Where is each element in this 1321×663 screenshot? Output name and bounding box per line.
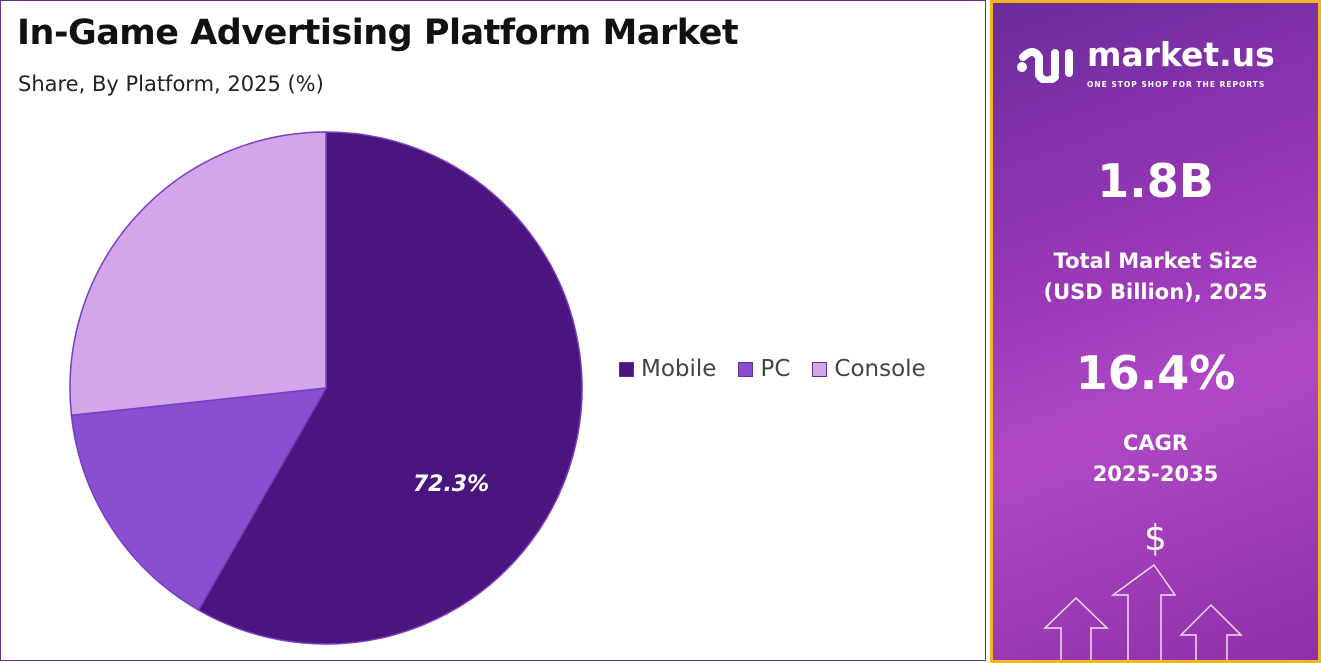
legend-item-mobile: Mobile	[619, 356, 716, 382]
brand-tagline: ONE STOP SHOP FOR THE REPORTS	[1087, 80, 1266, 89]
market-size-label-line2: (USD Billion), 2025	[1043, 280, 1268, 304]
brand-logo: market.us ONE STOP SHOP FOR THE REPORTS	[1015, 35, 1275, 90]
pie-slice-mobile	[197, 131, 583, 645]
dollar-icon: $	[1144, 518, 1167, 559]
brand-text: market.us ONE STOP SHOP FOR THE REPORTS	[1087, 35, 1275, 90]
legend-item-console: Console	[812, 356, 926, 382]
legend: Mobile PC Console	[619, 356, 926, 382]
legend-label: PC	[760, 356, 791, 382]
market-us-logo-icon	[1017, 47, 1073, 83]
market-size-label-line1: Total Market Size	[1053, 249, 1258, 273]
legend-item-pc: PC	[738, 356, 790, 382]
pie-chart: 72.3%	[69, 131, 583, 645]
pie-slice-pc	[70, 387, 328, 611]
cagr-value: 16.4%	[1075, 346, 1236, 400]
data-label-mobile: 72.3%	[413, 472, 489, 497]
legend-swatch	[738, 361, 754, 377]
pie-slice-console	[69, 131, 327, 417]
brand-name: market.us	[1087, 35, 1275, 74]
chart-subtitle: Share, By Platform, 2025 (%)	[18, 72, 324, 96]
cagr-label-line2: 2025-2035	[1092, 462, 1219, 486]
summary-panel: market.us ONE STOP SHOP FOR THE REPORTS …	[990, 0, 1321, 663]
cagr-label-line1: CAGR	[1122, 431, 1189, 455]
chart-panel: In-Game Advertising Platform Market Shar…	[0, 0, 986, 661]
chart-title: In-Game Advertising Platform Market	[17, 13, 739, 53]
market-size-label: Total Market Size (USD Billion), 2025	[993, 246, 1318, 308]
growth-arrows-icon	[1043, 563, 1243, 660]
legend-label: Mobile	[641, 356, 717, 382]
market-size-value: 1.8B	[1097, 154, 1214, 208]
legend-label: Console	[834, 356, 926, 382]
cagr-label: CAGR 2025-2035	[993, 428, 1318, 490]
legend-swatch	[619, 361, 634, 377]
legend-swatch	[812, 361, 828, 377]
